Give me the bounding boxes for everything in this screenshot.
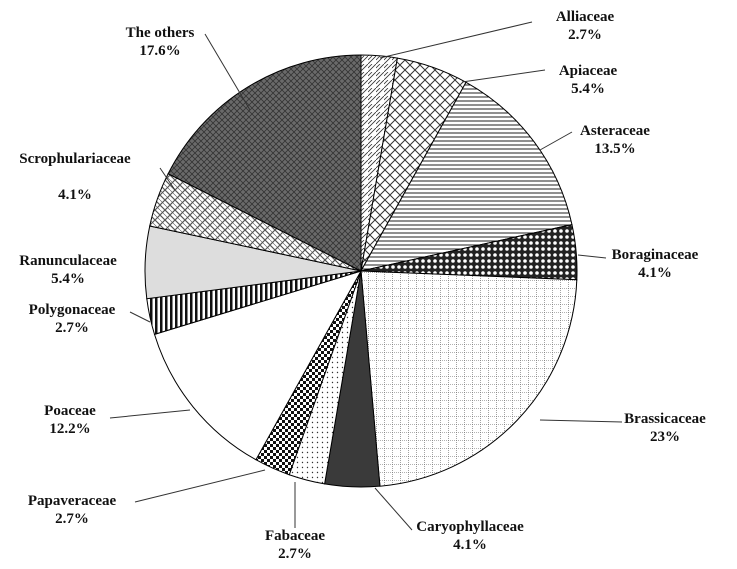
data-label: 4.1% — [58, 187, 92, 203]
leader-line — [109, 409, 191, 419]
data-label: Ranunculaceae — [19, 253, 117, 269]
data-label: 2.7% — [55, 320, 89, 336]
data-label: 13.5% — [594, 141, 636, 157]
leader-line — [134, 469, 266, 503]
data-label: 2.7% — [55, 511, 89, 527]
leader-line — [374, 487, 413, 531]
data-label: 2.7% — [278, 546, 312, 562]
leader-line — [379, 21, 533, 59]
data-label: 5.4% — [571, 81, 605, 97]
data-label: Caryophyllaceae — [416, 519, 524, 535]
data-label: 4.1% — [453, 537, 487, 553]
data-label: 4.1% — [638, 265, 672, 281]
data-label: 2.7% — [568, 27, 602, 43]
pie-slice — [167, 54, 362, 272]
leader-line — [204, 33, 251, 111]
data-label: Fabaceae — [265, 528, 325, 544]
leader-line — [539, 419, 623, 423]
data-label: Scrophulariaceae — [19, 151, 131, 167]
data-label: Brassicaceae — [624, 411, 706, 427]
leader-line — [159, 167, 176, 191]
pie-slice — [360, 81, 573, 272]
leader-line — [577, 254, 607, 259]
data-label: Alliaceae — [555, 9, 615, 25]
data-label: Apiaceae — [558, 63, 618, 79]
pie-slice — [360, 270, 578, 487]
leader-line — [539, 131, 573, 151]
data-label: Asteraceae — [580, 123, 650, 139]
data-label: 5.4% — [51, 271, 85, 287]
leader-line — [129, 311, 151, 323]
data-label: Poaceae — [44, 403, 96, 419]
data-label: The others — [125, 25, 195, 41]
data-label: 23% — [650, 429, 680, 445]
data-label: Boraginaceae — [611, 247, 699, 263]
pie-slice — [153, 270, 363, 461]
data-label: 12.2% — [49, 421, 91, 437]
data-label: Polygonaceae — [28, 302, 116, 318]
data-label: 17.6% — [139, 43, 181, 59]
data-label: Papaveraceae — [27, 493, 117, 509]
leader-line — [461, 69, 546, 83]
